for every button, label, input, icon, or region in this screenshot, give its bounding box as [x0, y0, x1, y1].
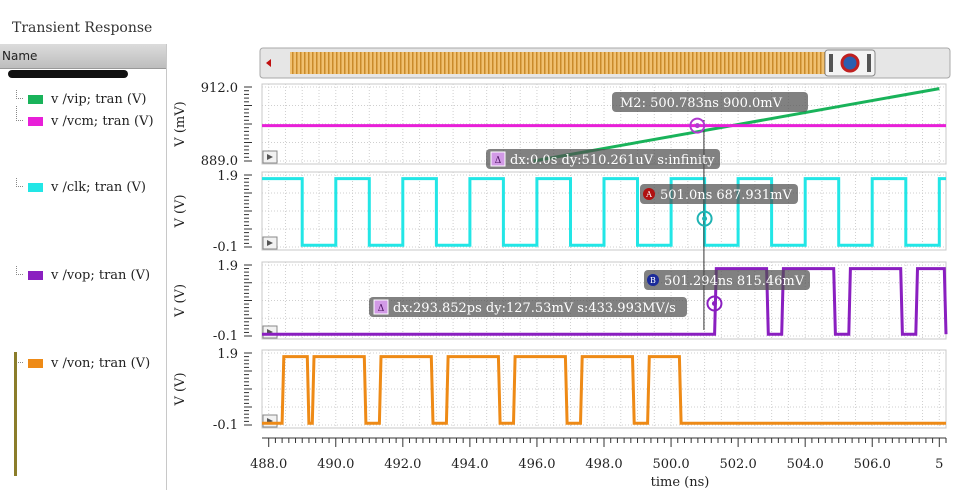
tree-connector — [16, 266, 23, 275]
name-column-label: Name — [2, 49, 38, 63]
y-tick-label: 1.9 — [217, 169, 238, 184]
marker-label-box[interactable] — [612, 92, 808, 112]
grip-icon — [867, 54, 871, 72]
signal-color-swatch — [28, 359, 43, 368]
x-tick-label: 496.0 — [518, 457, 555, 472]
marker-label-box[interactable] — [486, 149, 720, 169]
name-column-header[interactable]: Name — [0, 44, 166, 69]
x-tick-label: 506.0 — [854, 457, 891, 472]
signal-color-swatch — [28, 183, 43, 192]
marker-label-text: dx:293.852ps dy:127.53mV s:433.993MV/s — [393, 301, 676, 316]
x-tick-label: 5 — [935, 457, 943, 472]
selection-bar — [8, 70, 128, 78]
marker-label-text: 501.0ns 687.931mV — [660, 188, 792, 203]
tree-connector — [16, 178, 23, 187]
scroll-left-arrow-icon[interactable] — [266, 59, 271, 67]
play-arrow-icon — [267, 154, 273, 160]
series-line[interactable] — [262, 355, 946, 425]
marker-badge-icon — [647, 274, 659, 286]
marker-label-box[interactable] — [644, 270, 810, 290]
delta-icon — [373, 299, 389, 315]
x-tick-label: 492.0 — [384, 457, 421, 472]
y-axis-label: V (V) — [173, 372, 188, 406]
tree-connector — [16, 90, 23, 99]
marker-point[interactable] — [706, 295, 723, 312]
marker-label-text: M2: 500.783ns 900.0mV — [620, 96, 783, 111]
strip-3[interactable]: 1.9 -0.1 V (V) — [173, 347, 947, 433]
signal-list-panel: Name v /vip; tran (V) v /vcm; tran (V) v… — [0, 44, 167, 490]
x-tick-label: 498.0 — [585, 457, 622, 472]
grip-icon — [829, 54, 833, 72]
window-title: Transient Response — [12, 20, 153, 36]
marker-point-center — [711, 301, 717, 307]
play-arrow-icon — [267, 240, 273, 246]
signal-label: v /vop; tran (V) — [51, 268, 151, 283]
signal-item-vop[interactable]: v /vop; tran (V) — [28, 268, 150, 283]
signal-item-von[interactable]: v /von; tran (V) — [28, 356, 150, 371]
marker-label-text: 501.294ns 815.46mV — [664, 274, 805, 289]
x-tick-label: 494.0 — [451, 457, 488, 472]
signal-item-vcm[interactable]: v /vcm; tran (V) — [28, 114, 154, 129]
y-tick-label: 1.9 — [217, 347, 238, 362]
x-axis-label: time (ns) — [651, 475, 710, 490]
group-bracket — [14, 352, 17, 476]
delta-icon-glyph: Δ — [495, 156, 502, 166]
marker-badge-letter: B — [650, 276, 656, 285]
strip-0[interactable]: 912.0 889.0 V (mV) — [173, 81, 947, 169]
marker-point[interactable] — [696, 210, 713, 227]
y-axis-label: V (V) — [173, 194, 188, 228]
y-tick-label: 889.0 — [201, 154, 238, 169]
y-tick-label: -0.1 — [213, 418, 238, 433]
signal-label: v /vip; tran (V) — [51, 92, 147, 107]
signal-item-clk[interactable]: v /clk; tran (V) — [28, 180, 146, 195]
marker-0[interactable]: M2: 500.783ns 900.0mV — [612, 92, 808, 134]
y-axis-label: V (mV) — [173, 101, 188, 147]
strip-1[interactable]: 1.9 -0.1 V (V) — [173, 169, 947, 255]
marker-point-center — [694, 123, 700, 129]
y-axis-label: V (V) — [173, 284, 188, 318]
series-line[interactable] — [262, 177, 946, 247]
y-tick-label: -0.1 — [213, 329, 238, 344]
y-tick-label: -0.1 — [213, 240, 238, 255]
signal-color-swatch — [28, 271, 43, 280]
signal-item-vip[interactable]: v /vip; tran (V) — [28, 92, 146, 107]
marker-point[interactable] — [689, 117, 706, 134]
signal-label: v /clk; tran (V) — [51, 180, 146, 195]
zoom-scrollbar[interactable] — [259, 47, 951, 79]
marker-badge-icon — [643, 188, 655, 200]
x-tick-label: 490.0 — [317, 457, 354, 472]
zoom-handle-icon[interactable] — [840, 53, 860, 73]
marker-badge-letter: A — [645, 190, 652, 199]
series-line[interactable] — [262, 267, 948, 336]
x-tick-label: 502.0 — [720, 457, 757, 472]
marker-label-box[interactable] — [369, 297, 687, 317]
x-tick-label: 500.0 — [652, 457, 689, 472]
y-tick-label: 912.0 — [201, 81, 238, 96]
marker-point-center — [702, 216, 708, 222]
marker-2[interactable]: A 501.0ns 687.931mV — [640, 184, 798, 227]
x-tick-label: 488.0 — [250, 457, 287, 472]
scroll-range[interactable] — [290, 52, 825, 74]
marker-label-text: dx:0.0s dy:510.261uV s:infinity — [510, 153, 715, 168]
signal-color-swatch — [28, 117, 43, 126]
signal-color-swatch — [28, 95, 43, 104]
delta-icon-glyph: Δ — [378, 304, 385, 314]
tree-connector — [16, 106, 23, 121]
signal-label: v /von; tran (V) — [51, 356, 151, 371]
y-tick-label: 1.9 — [217, 259, 238, 274]
x-tick-label: 504.0 — [787, 457, 824, 472]
marker-label-box[interactable] — [640, 184, 798, 204]
signal-label: v /vcm; tran (V) — [51, 114, 154, 129]
delta-icon — [490, 151, 506, 167]
marker-3[interactable]: B 501.294ns 815.46mV — [644, 270, 810, 312]
